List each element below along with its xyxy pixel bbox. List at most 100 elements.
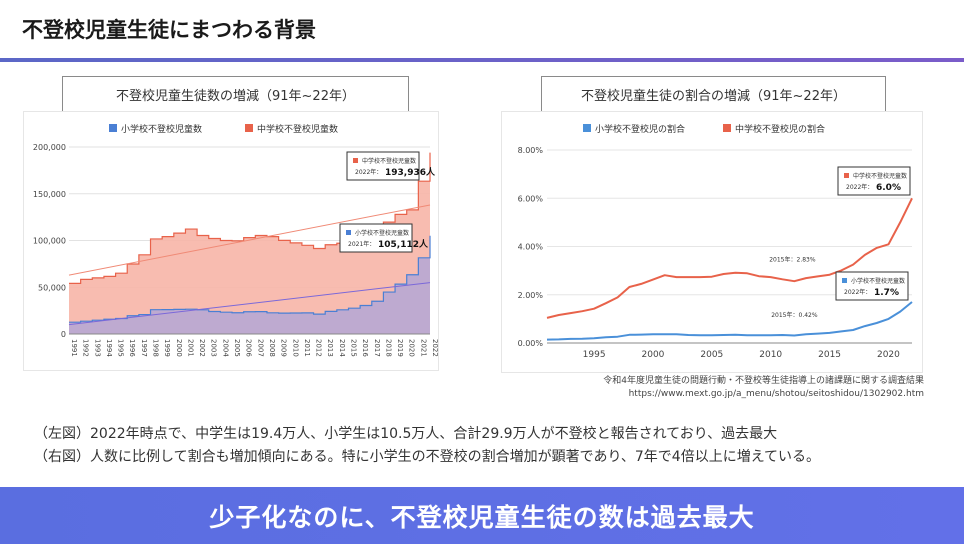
callout-value: 1.7% <box>874 288 899 298</box>
legend-label: 中学校不登校児童数 <box>257 123 338 135</box>
x-tick-label: 2000 <box>642 350 665 360</box>
callout-box <box>339 223 413 253</box>
y-tick-label: 0.00% <box>518 339 544 348</box>
x-tick-label: 2012 <box>315 339 323 357</box>
x-tick-label: 2005 <box>700 350 723 360</box>
x-tick-label: 2011 <box>303 339 311 357</box>
legend-swatch <box>109 124 117 132</box>
x-tick-label: 2018 <box>384 339 392 357</box>
chart-callout: 中学校不登校児童数 2022年： 193,936人 <box>346 151 436 181</box>
series-line <box>546 197 913 319</box>
x-tick-label: 2016 <box>361 339 369 357</box>
x-tick-label: 1999 <box>163 339 171 357</box>
note-right-chart: （右図）人数に比例して割合も増加傾向にある。特に小学生の不登校の割合増加が顕著で… <box>34 449 820 465</box>
callout-swatch <box>844 173 849 178</box>
y-tick-label: 200,000 <box>33 143 66 152</box>
student-ratio-chart: 小学校不登校児の割合 中学校不登校児の割合 0.00% 2.00% 4.00% 6.00%… <box>502 112 922 372</box>
callout-box <box>837 166 911 196</box>
student-count-chart: 小学校不登校児童数 中学校不登校児童数 0 50,000 100,000 150,000 2… <box>24 112 439 370</box>
x-tick-label: 1993 <box>93 339 101 357</box>
student-count-chart-svg: 小学校不登校児童数 中学校不登校児童数050,000100,000150,0002… <box>33 123 439 357</box>
y-tick-label: 8.00% <box>518 146 544 155</box>
legend-swatch <box>245 124 253 132</box>
callout-title: 小学校不登校児童数 <box>355 229 409 237</box>
source-url[interactable]: https://www.mext.go.jp/a_menu/shotou/sei… <box>628 389 924 399</box>
callout-box <box>835 271 909 301</box>
line-elementary <box>69 235 431 323</box>
x-tick-label: 1995 <box>117 339 125 357</box>
callout-title: 中学校不登校児童数 <box>853 172 907 180</box>
x-tick-label: 1994 <box>105 339 113 357</box>
source-citation: 令和4年度児童生徒の問題行動・不登校等生徒指導上の諸課題に関する調査結果 htt… <box>603 375 924 401</box>
callout-value: 193,936人 <box>385 166 436 178</box>
callout-swatch <box>842 278 847 283</box>
student-ratio-chart-svg: 小学校不登校児の割合 中学校不登校児の割合 0.00% 2.00% 4.00% 6.00%… <box>518 123 913 360</box>
callout-year: 2022年： <box>844 288 871 296</box>
x-tick-label: 2014 <box>338 339 346 357</box>
y-tick-label: 6.00% <box>518 194 544 203</box>
callout-title: 中学校不登校児童数 <box>362 157 416 165</box>
chart-callout: 小学校不登校児童数 2021年： 105,112人 <box>339 223 429 253</box>
x-tick-label: 1997 <box>140 339 148 357</box>
x-tick-label: 1991 <box>70 339 78 357</box>
x-tick-label: 2003 <box>210 339 218 357</box>
x-tick-label: 2010 <box>291 339 299 357</box>
y-tick-label: 50,000 <box>38 283 66 292</box>
y-tick-label: 2.00% <box>518 291 544 300</box>
x-tick-label: 2006 <box>245 339 253 357</box>
left-chart-caption: 不登校児童生徒数の増減（91年~22年） <box>62 76 409 112</box>
x-tick-label: 2010 <box>759 350 782 360</box>
legend-label: 中学校不登校児の割合 <box>735 123 825 135</box>
x-tick-label: 1992 <box>82 339 90 357</box>
legend-label: 小学校不登校児童数 <box>121 123 202 135</box>
chart-callout: 小学校不登校児童数 2022年： 1.7% <box>835 271 909 301</box>
y-tick-label: 0 <box>61 330 66 339</box>
x-tick-label: 1998 <box>152 339 160 357</box>
legend-label: 小学校不登校児の割合 <box>595 123 685 135</box>
title-divider <box>0 58 964 62</box>
y-tick-label: 150,000 <box>33 190 66 199</box>
callout-box <box>346 151 420 181</box>
x-tick-label: 2005 <box>233 339 241 357</box>
source-title: 令和4年度児童生徒の問題行動・不登校等生徒指導上の諸課題に関する調査結果 <box>603 376 924 386</box>
area-junior-high <box>69 152 430 334</box>
x-tick-label: 2015 <box>818 350 841 360</box>
x-tick-label: 2004 <box>221 339 229 357</box>
callout-swatch <box>353 158 358 163</box>
callout-year: 2021年： <box>348 240 375 248</box>
x-tick-label: 2013 <box>326 339 334 357</box>
series-line <box>546 301 913 341</box>
chart-callout: 中学校不登校児童数 2022年： 6.0% <box>837 166 911 196</box>
x-tick-label: 2022 <box>431 339 438 357</box>
x-tick-label: 2002 <box>198 339 206 357</box>
legend-swatch <box>583 124 591 132</box>
x-tick-label: 2020 <box>877 350 900 360</box>
x-tick-label: 2001 <box>186 339 194 357</box>
point-label: 2015年：2.83% <box>769 256 816 264</box>
trendline <box>68 204 431 276</box>
area-elementary <box>69 235 430 334</box>
note-left-chart: （左図）2022年時点で、中学生は19.4万人、小学生は10.5万人、合計29.… <box>34 426 778 442</box>
x-tick-label: 1996 <box>128 339 136 357</box>
callout-title: 小学校不登校児童数 <box>851 277 905 285</box>
x-tick-label: 2009 <box>280 339 288 357</box>
x-tick-label: 2008 <box>268 339 276 357</box>
callout-year: 2022年： <box>355 168 382 176</box>
x-tick-label: 2021 <box>419 339 427 357</box>
x-tick-label: 2017 <box>373 339 381 357</box>
x-tick-label: 2000 <box>175 339 183 357</box>
conclusion-banner: 少子化なのに、不登校児童生徒の数は過去最大 <box>0 487 964 544</box>
x-tick-label: 2020 <box>408 339 416 357</box>
x-tick-label: 1995 <box>583 350 606 360</box>
x-tick-label: 2019 <box>396 339 404 357</box>
legend-swatch <box>723 124 731 132</box>
x-tick-label: 2007 <box>256 339 264 357</box>
y-tick-label: 4.00% <box>518 243 544 252</box>
callout-swatch <box>346 230 351 235</box>
page-title: 不登校児童生徒にまつわる背景 <box>22 18 316 42</box>
callout-value: 105,112人 <box>378 238 429 250</box>
callout-value: 6.0% <box>876 183 901 193</box>
y-tick-label: 100,000 <box>33 237 66 246</box>
callout-year: 2022年： <box>846 183 873 191</box>
point-label: 2015年：0.42% <box>771 311 818 319</box>
